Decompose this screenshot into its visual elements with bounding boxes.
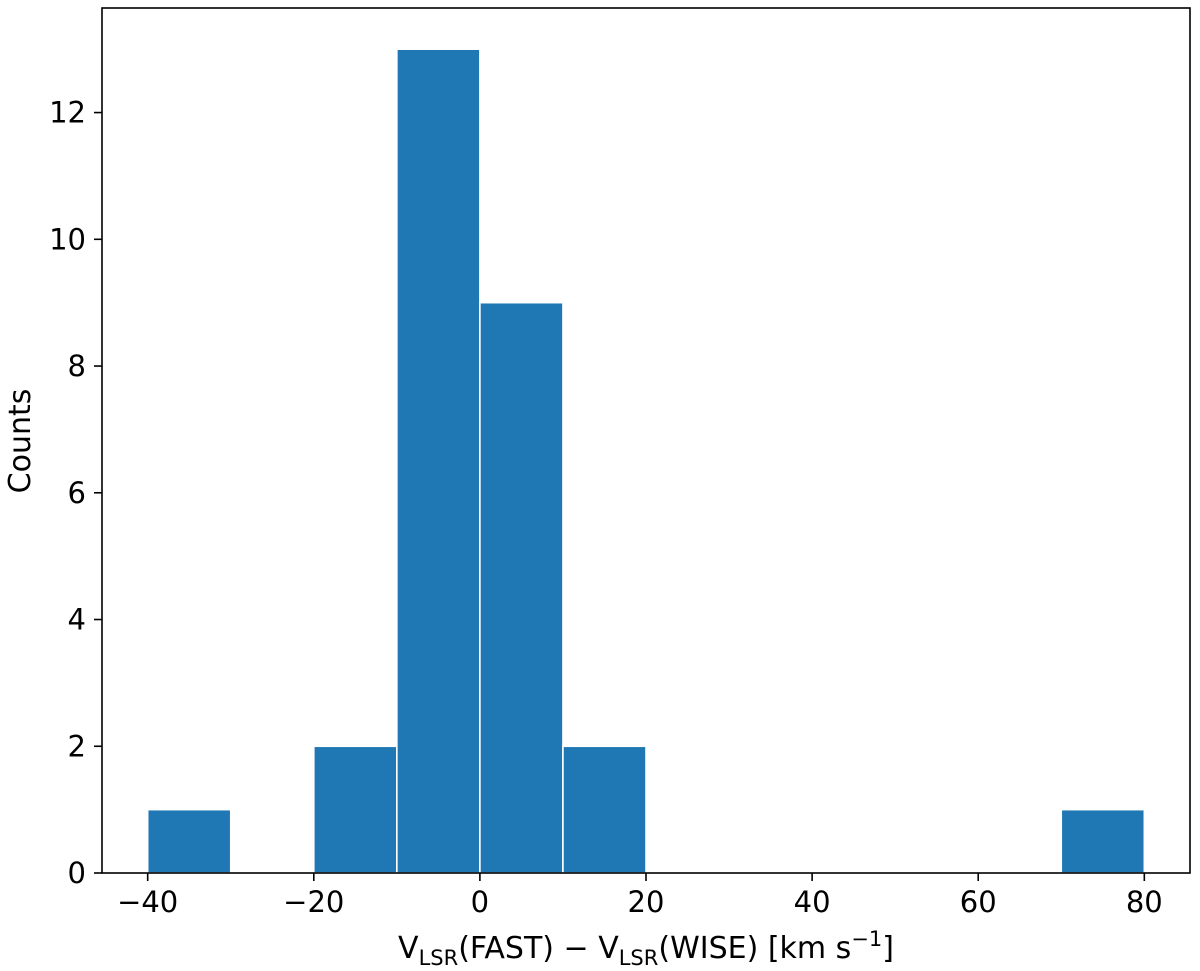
histogram-bar-2 (396, 48, 481, 874)
y-tick-label: 2 (68, 729, 86, 763)
x-tick-label: 40 (794, 885, 831, 919)
x-tick-label: −40 (117, 885, 178, 919)
histogram-bar-1 (312, 745, 398, 874)
x-tick-label: 0 (471, 885, 489, 919)
histogram-bar-4 (562, 745, 647, 874)
histogram-bar-3 (479, 301, 564, 874)
y-tick-label: 0 (68, 856, 86, 890)
x-axis-ticks: −40 −20 0 20 40 60 80 (117, 873, 1163, 919)
histogram-bar-0 (146, 808, 232, 874)
x-tick-label: 60 (960, 885, 997, 919)
y-tick-label: 12 (49, 96, 86, 130)
x-tick-label: 20 (628, 885, 665, 919)
y-tick-label: 4 (68, 603, 86, 637)
histogram-bars (146, 48, 1146, 874)
y-axis-label: Counts (3, 389, 38, 494)
y-axis-ticks: 0 2 4 6 8 10 12 (49, 96, 102, 890)
plot-frame (101, 7, 1191, 874)
x-tick-label: 80 (1126, 885, 1163, 919)
x-tick-label: −20 (283, 885, 344, 919)
y-tick-label: 8 (68, 349, 86, 383)
y-tick-label: 6 (68, 476, 86, 510)
y-tick-label: 10 (49, 222, 86, 256)
histogram-bar-5 (1060, 808, 1146, 874)
x-axis-label: VLSR(FAST) − VLSR(WISE) [km s−1] (398, 927, 894, 970)
